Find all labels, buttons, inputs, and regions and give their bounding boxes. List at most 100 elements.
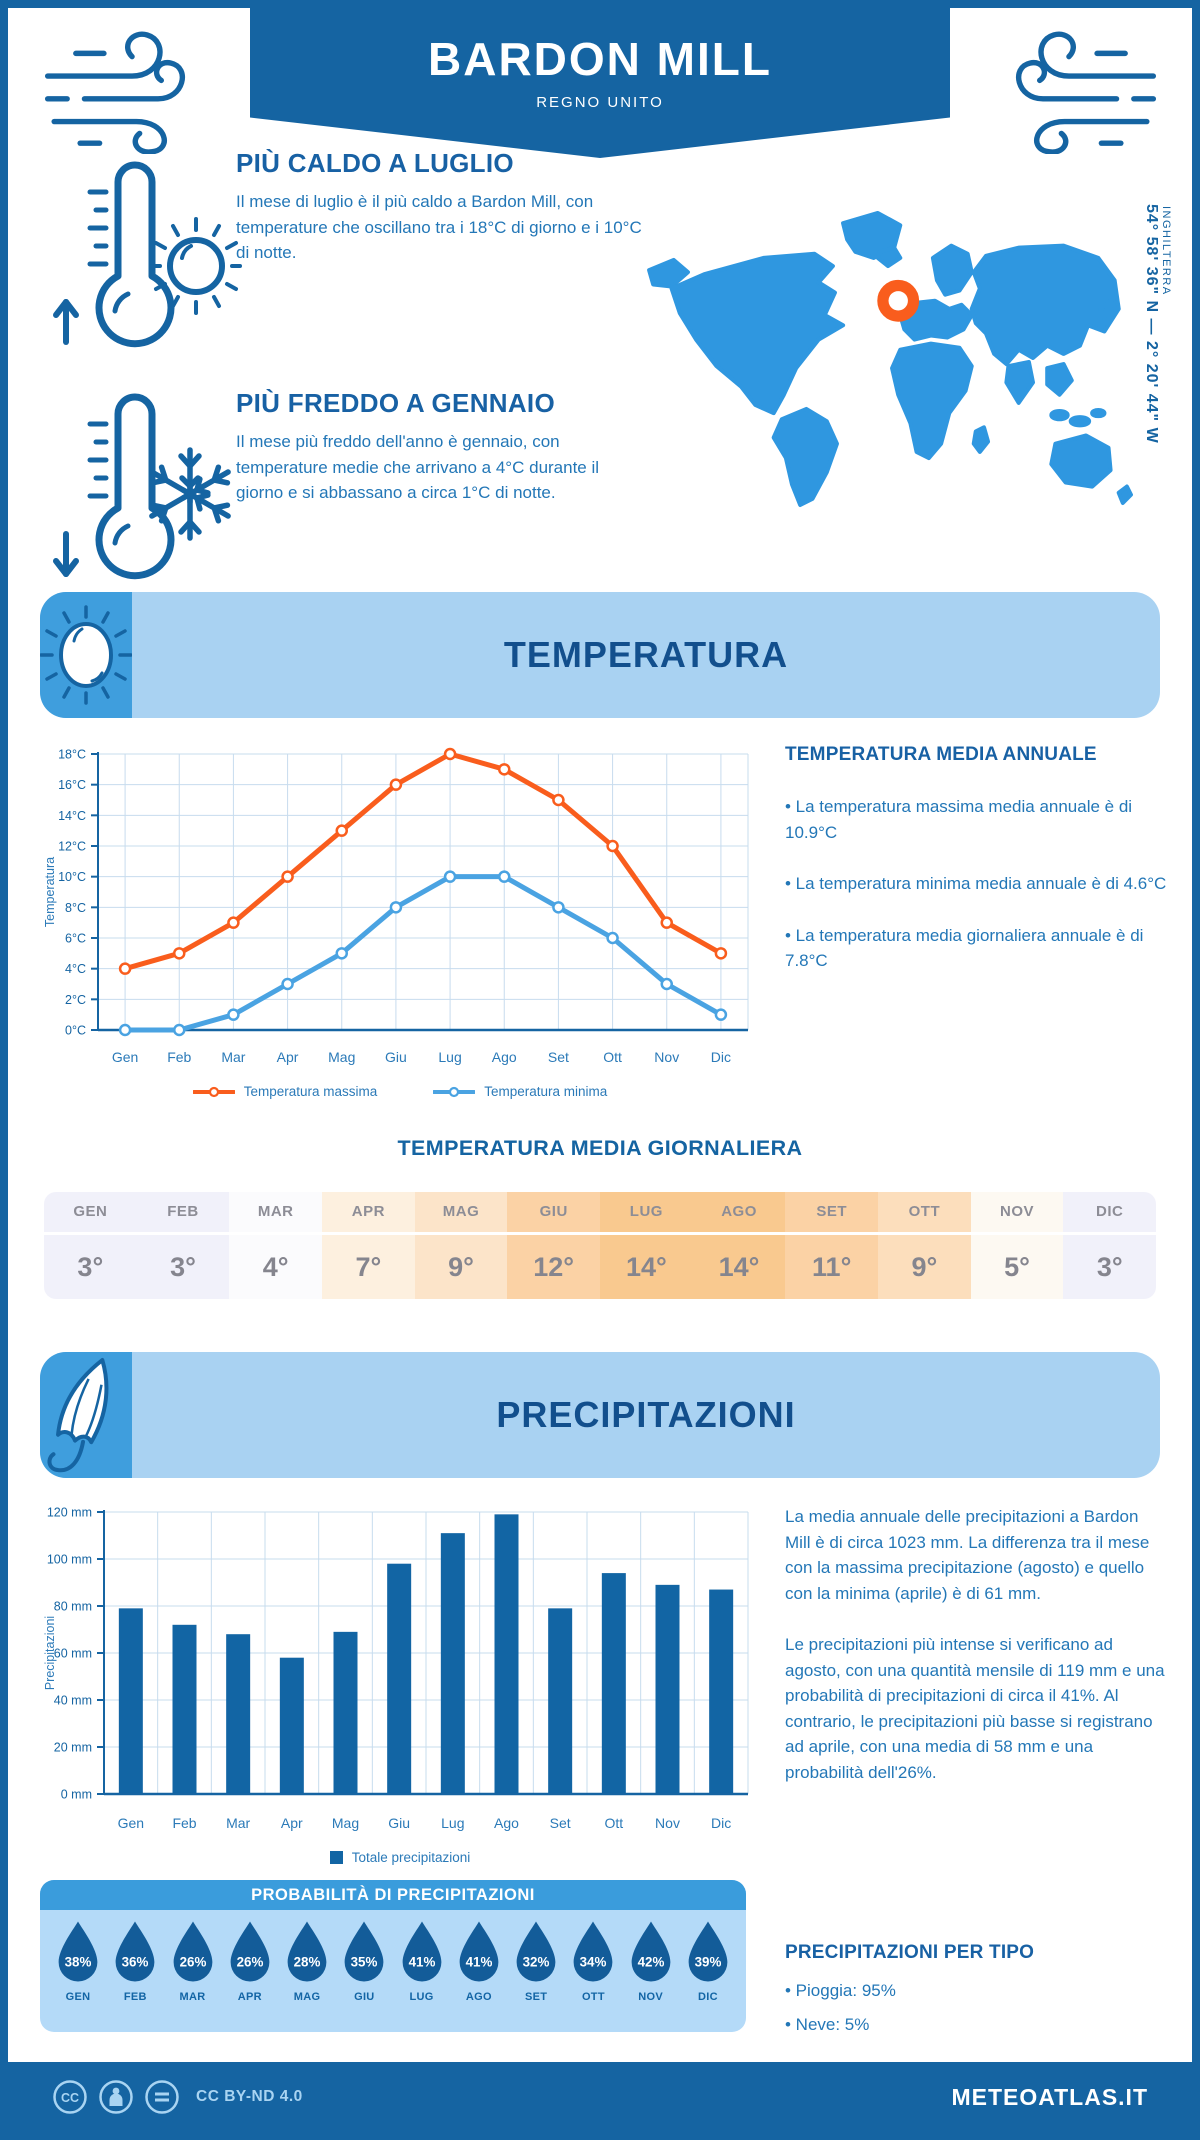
- highlight-cold-title: PIÙ FREDDO A GENNAIO: [236, 388, 555, 418]
- svg-text:Lug: Lug: [441, 1815, 464, 1831]
- footer-bar: CC CC BY-ND 4.0 METEOATLAS.IT: [8, 2062, 1192, 2132]
- cc-nd-icon: [145, 2080, 179, 2114]
- region-text: INGHILTERRA: [1160, 206, 1172, 296]
- arrow-up-icon: [53, 299, 79, 345]
- annual-bullet-max: • La temperatura massima media annuale è…: [785, 797, 1133, 842]
- daily-month-label: GIU: [507, 1192, 601, 1232]
- svg-text:28%: 28%: [294, 1955, 321, 1970]
- droplet-icon: 42%: [631, 1921, 671, 1982]
- droplet-icon: 26%: [230, 1921, 270, 1982]
- daily-month-value: 3°: [1063, 1235, 1157, 1299]
- probability-droplet: 26% MAR: [167, 1918, 219, 2003]
- droplet-icon: 41%: [402, 1921, 441, 1982]
- svg-text:Precipitazioni: Precipitazioni: [43, 1616, 57, 1690]
- highlight-cold: PIÙ FREDDO A GENNAIO Il mese più freddo …: [236, 388, 644, 506]
- svg-text:6°C: 6°C: [65, 932, 86, 946]
- svg-text:Dic: Dic: [711, 1815, 731, 1831]
- legend-item: Totale precipitazioni: [329, 1850, 470, 1865]
- thermometer-hot-icon: [53, 161, 242, 348]
- temperature-legend: Temperatura massima Temperatura minima: [40, 1084, 760, 1099]
- daily-month-column: LUG 14°: [600, 1192, 693, 1299]
- legend-line-marker: [433, 1086, 476, 1097]
- svg-text:38%: 38%: [65, 1955, 92, 1970]
- arrow-down-icon: [53, 531, 79, 577]
- legend-item: Temperatura minima: [433, 1084, 607, 1099]
- droplet-month-label: SET: [524, 1991, 548, 2003]
- coordinates-block: 54° 58' 36" N — 2° 20' 44" W INGHILTERRA: [1142, 204, 1172, 444]
- daily-month-value: 3°: [44, 1235, 137, 1299]
- svg-text:Set: Set: [548, 1049, 569, 1065]
- svg-text:12°C: 12°C: [58, 840, 86, 854]
- svg-text:41%: 41%: [465, 1955, 492, 1970]
- droplet-month-label: AGO: [465, 1991, 492, 2003]
- svg-text:Nov: Nov: [655, 1815, 680, 1831]
- svg-text:Temperatura: Temperatura: [43, 857, 57, 927]
- svg-text:Ago: Ago: [492, 1049, 517, 1065]
- droplet-month-label: GEN: [65, 1991, 91, 2003]
- annual-temperature-block: TEMPERATURA MEDIA ANNUALE • La temperatu…: [785, 744, 1167, 1000]
- svg-text:Apr: Apr: [281, 1815, 303, 1831]
- svg-text:Gen: Gen: [112, 1049, 138, 1065]
- svg-text:100 mm: 100 mm: [47, 1553, 92, 1567]
- svg-text:0°C: 0°C: [65, 1024, 86, 1038]
- svg-text:Ott: Ott: [603, 1049, 622, 1065]
- highlight-warm-text: Il mese di luglio è il più caldo a Bardo…: [236, 192, 642, 262]
- probability-droplet: 26% APR: [224, 1918, 276, 2003]
- droplet-month-label: OTT: [581, 1991, 605, 2003]
- daily-month-column: APR 7°: [322, 1192, 415, 1299]
- daily-month-column: MAG 9°: [414, 1192, 508, 1299]
- thermometer-cold-icon: [53, 393, 231, 580]
- probability-droplet: 28% MAG: [281, 1918, 333, 2003]
- sun-icon: [40, 605, 132, 705]
- svg-text:Giu: Giu: [388, 1815, 410, 1831]
- precipitation-text-block: La media annuale delle precipitazioni a …: [785, 1504, 1167, 1811]
- droplet-month-label: NOV: [638, 1991, 664, 2003]
- license-text: CC BY-ND 4.0: [196, 2088, 303, 2105]
- droplet-icon: 35%: [344, 1921, 384, 1982]
- snowflake-icon: [149, 447, 231, 541]
- site-name: METEOATLAS.IT: [951, 2083, 1148, 2110]
- droplet-month-label: FEB: [123, 1991, 147, 2003]
- svg-text:Dic: Dic: [711, 1049, 731, 1065]
- svg-text:36%: 36%: [122, 1955, 149, 1970]
- svg-text:120 mm: 120 mm: [47, 1506, 92, 1520]
- daily-month-value: 5°: [970, 1235, 1064, 1299]
- wind-icon-right: [1016, 31, 1157, 154]
- droplet-icon: 38%: [58, 1921, 98, 1982]
- daily-month-label: OTT: [878, 1192, 971, 1232]
- daily-month-label: DIC: [1063, 1192, 1157, 1232]
- svg-text:0 mm: 0 mm: [61, 1788, 92, 1802]
- svg-text:10°C: 10°C: [58, 870, 86, 884]
- highlight-cold-text: Il mese più freddo dell'anno è gennaio, …: [236, 432, 600, 502]
- precipitation-paragraph-1: La media annuale delle precipitazioni a …: [785, 1507, 1150, 1603]
- daily-month-value: 12°: [507, 1235, 601, 1299]
- coordinates-text: 54° 58' 36" N — 2° 20' 44" W: [1143, 204, 1160, 444]
- droplet-month-label: DIC: [697, 1991, 718, 2003]
- svg-text:Gen: Gen: [118, 1815, 144, 1831]
- svg-text:CC: CC: [61, 2091, 79, 2105]
- svg-text:Ago: Ago: [494, 1815, 519, 1831]
- umbrella-icon: [47, 1358, 109, 1473]
- svg-text:Set: Set: [550, 1815, 571, 1831]
- daily-month-value: 4°: [229, 1235, 323, 1299]
- daily-mean-title: TEMPERATURA MEDIA GIORNALIERA: [397, 1136, 803, 1160]
- daily-month-label: AGO: [692, 1192, 786, 1232]
- precipitation-legend: Totale precipitazioni: [40, 1850, 760, 1865]
- daily-month-value: 7°: [322, 1235, 415, 1299]
- droplet-month-label: MAR: [179, 1991, 206, 2003]
- svg-text:8°C: 8°C: [65, 901, 86, 915]
- droplet-icon: 34%: [574, 1921, 613, 1982]
- probability-droplet: 39% DIC: [682, 1918, 734, 2003]
- highlight-warm-title: PIÙ CALDO A LUGLIO: [236, 148, 514, 178]
- annual-bullet-mean: • La temperatura media giornaliera annua…: [785, 925, 1144, 971]
- svg-text:Mar: Mar: [221, 1049, 245, 1065]
- svg-text:Mag: Mag: [328, 1049, 355, 1065]
- page-subtitle: REGNO UNITO: [536, 94, 664, 111]
- legend-square-marker: [329, 1851, 343, 1864]
- droplet-icon: 39%: [688, 1921, 728, 1982]
- droplet-icon: 32%: [516, 1921, 556, 1982]
- sun-badge: [40, 592, 132, 718]
- droplet-icon: 36%: [115, 1921, 155, 1982]
- daily-month-column: OTT 9°: [878, 1192, 971, 1299]
